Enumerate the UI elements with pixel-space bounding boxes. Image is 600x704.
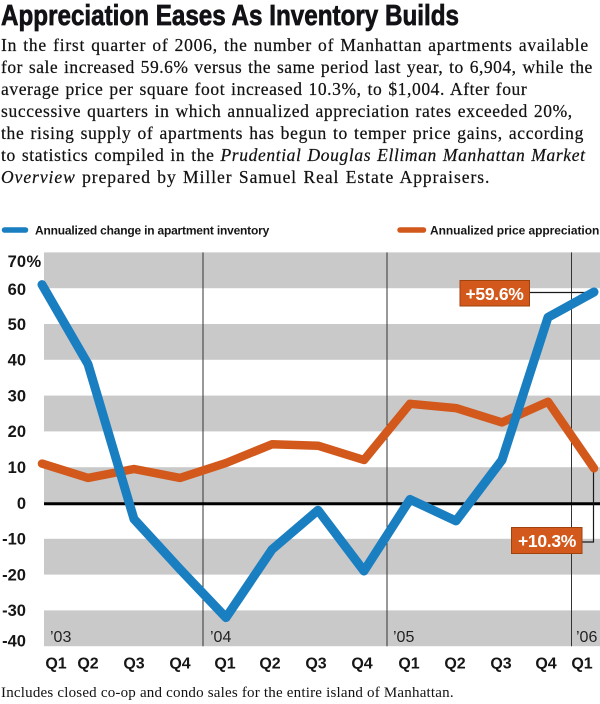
svg-text:Q3: Q3 [123,655,144,672]
svg-text:Q2: Q2 [259,655,280,672]
svg-text:+10.3%: +10.3% [518,531,577,551]
svg-text:’04: ’04 [210,629,231,646]
svg-text:’03: ’03 [50,629,71,646]
svg-text:Q1: Q1 [45,655,66,672]
svg-text:-30: -30 [2,602,26,620]
svg-text:Q4: Q4 [169,655,190,672]
svg-text:+59.6%: +59.6% [465,284,524,304]
svg-text:10: 10 [8,459,26,477]
svg-text:Annualized change in apartment: Annualized change in apartment inventory [35,224,270,238]
svg-text:Q4: Q4 [351,655,372,672]
svg-text:Q2: Q2 [444,655,465,672]
svg-text:-40: -40 [2,633,26,651]
svg-text:Q1: Q1 [214,655,235,672]
svg-text:Q4: Q4 [535,655,556,672]
svg-text:70: 70 [8,253,26,271]
svg-text:Includes closed co-op and cond: Includes closed co-op and condo sales fo… [1,685,454,701]
svg-text:40: 40 [8,352,26,370]
svg-text:-10: -10 [2,531,26,549]
svg-text:Q3: Q3 [490,655,511,672]
svg-text:0: 0 [17,495,26,513]
svg-text:50: 50 [8,316,26,334]
svg-text:Annualized price appreciation: Annualized price appreciation [430,224,599,238]
svg-text:’05: ’05 [393,629,414,646]
svg-text:%: % [27,253,42,271]
svg-text:Q3: Q3 [305,655,326,672]
svg-text:20: 20 [8,423,26,441]
svg-text:30: 30 [8,387,26,405]
svg-text:-20: -20 [2,566,26,584]
svg-text:Q1: Q1 [571,655,592,672]
svg-text:’06: ’06 [576,629,597,646]
svg-text:Q1: Q1 [398,655,419,672]
svg-text:Q2: Q2 [77,655,98,672]
svg-text:60: 60 [8,281,26,299]
